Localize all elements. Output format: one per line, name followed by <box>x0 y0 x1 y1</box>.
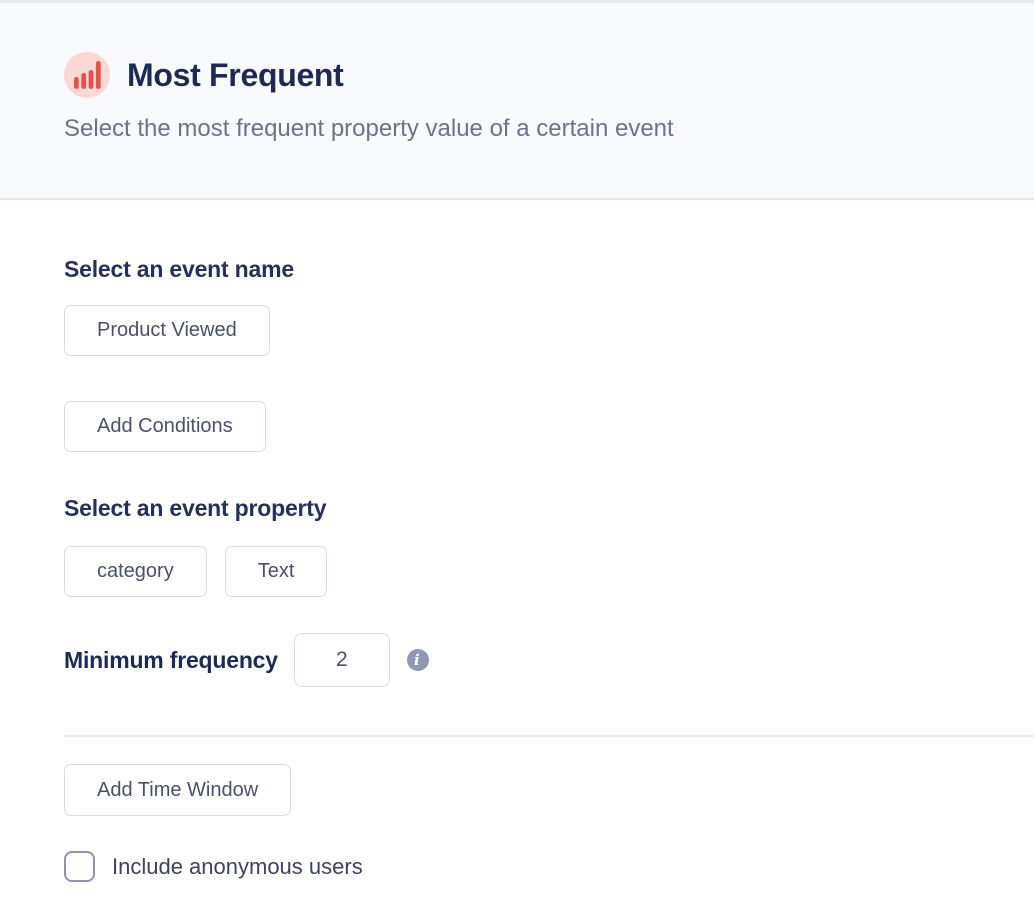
property-type-button[interactable]: Text <box>224 546 328 597</box>
min-frequency-input[interactable] <box>293 633 390 687</box>
page-subtitle: Select the most frequent property value … <box>64 115 674 142</box>
info-icon[interactable]: i <box>406 649 429 671</box>
event-property-heading: Select an event property <box>64 495 327 521</box>
event-property-button[interactable]: category <box>64 546 207 597</box>
top-border <box>0 0 1034 3</box>
panel-header: Most Frequent Select the most frequent p… <box>0 3 1034 200</box>
panel-body: Select an event name Product Viewed Add … <box>0 256 1034 882</box>
add-conditions-button[interactable]: Add Conditions <box>64 401 266 452</box>
event-name-button[interactable]: Product Viewed <box>64 305 270 356</box>
bar-chart-icon <box>64 52 110 98</box>
min-frequency-label: Minimum frequency <box>64 646 278 673</box>
include-anonymous-checkbox[interactable] <box>64 851 95 882</box>
page-title: Most Frequent <box>127 56 344 93</box>
add-time-window-button[interactable]: Add Time Window <box>64 764 292 816</box>
section-divider <box>64 735 1034 737</box>
include-anonymous-label: Include anonymous users <box>112 853 363 879</box>
event-name-heading: Select an event name <box>64 256 294 282</box>
